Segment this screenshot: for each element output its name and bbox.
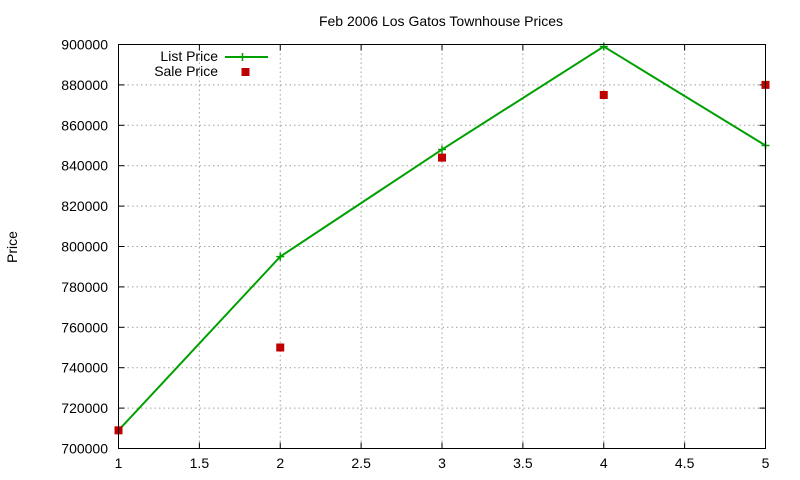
x-tick-label: 3 bbox=[438, 455, 446, 471]
data-point-list-price bbox=[599, 42, 608, 51]
x-tick-label: 4.5 bbox=[675, 455, 695, 471]
chart-title: Feb 2006 Los Gatos Townhouse Prices bbox=[319, 13, 563, 29]
legend-marker-sale-price bbox=[241, 68, 250, 76]
y-tick-label: 840000 bbox=[61, 158, 108, 174]
legend-label-sale-price: Sale Price bbox=[154, 63, 218, 79]
x-tick-label: 3.5 bbox=[513, 455, 533, 471]
y-tick-label: 880000 bbox=[61, 77, 108, 93]
x-tick-label: 2.5 bbox=[351, 455, 371, 471]
y-axis-label: Price bbox=[4, 231, 20, 263]
data-point-sale-price bbox=[438, 153, 446, 162]
data-point-list-price bbox=[276, 252, 285, 261]
y-tick-label: 820000 bbox=[61, 198, 108, 214]
y-tick-label: 860000 bbox=[61, 117, 108, 133]
data-point-list-price bbox=[438, 145, 446, 154]
legend: List Price Sale Price bbox=[154, 48, 268, 79]
x-tick-label: 1 bbox=[115, 455, 123, 471]
x-tick-label: 5 bbox=[762, 455, 770, 471]
y-tick-label: 740000 bbox=[61, 360, 108, 376]
tick-labels: 1 1.5 2 2.5 3 3.5 4 4.5 5 700000 720000 740000 76000… bbox=[61, 37, 769, 472]
x-tick-label: 4 bbox=[600, 455, 608, 471]
x-tick-label: 1.5 bbox=[190, 455, 210, 471]
legend-label-list-price: List Price bbox=[160, 48, 218, 64]
legend-marker-list-price bbox=[238, 53, 247, 61]
plot-frame bbox=[118, 44, 766, 449]
y-tick-label: 780000 bbox=[61, 279, 108, 295]
y-tick-label: 700000 bbox=[61, 441, 108, 457]
y-tick-label: 800000 bbox=[61, 239, 108, 255]
grid bbox=[118, 44, 766, 449]
data-point-sale-price bbox=[599, 91, 608, 99]
y-tick-label: 720000 bbox=[61, 400, 108, 416]
y-tick-label: 900000 bbox=[61, 37, 108, 53]
y-tick-label: 760000 bbox=[61, 319, 108, 335]
data-point-sale-price bbox=[276, 343, 285, 352]
x-tick-label: 2 bbox=[276, 455, 284, 471]
